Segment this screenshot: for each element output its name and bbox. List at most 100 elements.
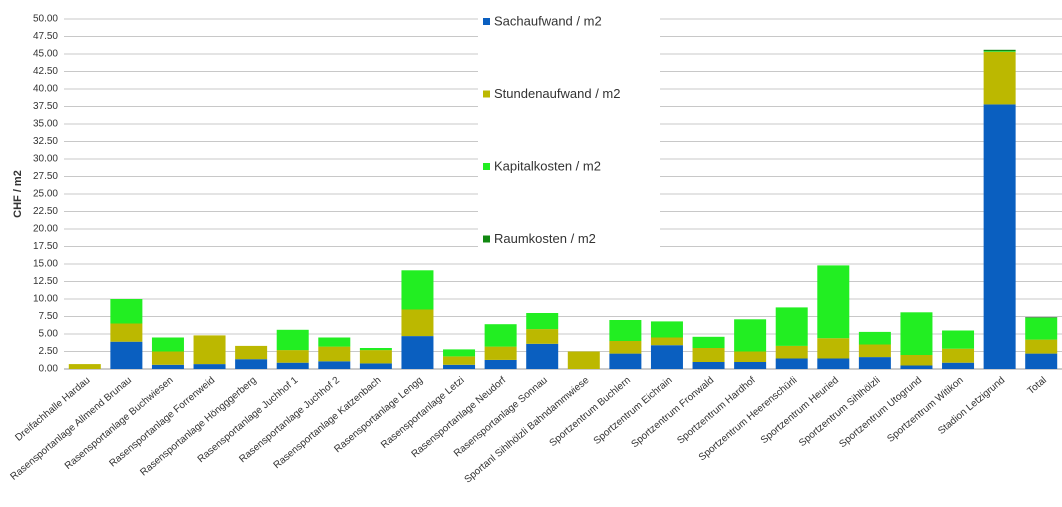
bar-segment [359, 363, 392, 369]
bar-segment [443, 349, 476, 357]
bar-segment [942, 348, 975, 363]
bar-segment [193, 364, 226, 369]
bar-segment [235, 359, 268, 369]
bar-segment [942, 330, 975, 349]
bar-segment [900, 365, 933, 369]
bar-segment [401, 336, 434, 369]
y-tick-label: 10.00 [33, 294, 58, 305]
y-axis-label: CHF / m2 [12, 170, 24, 218]
y-tick-label: 32.50 [33, 136, 58, 147]
y-tick-label: 17.50 [33, 241, 58, 252]
bar-segment [484, 324, 517, 347]
bar-segment [817, 265, 850, 339]
bar-segment [734, 319, 767, 352]
y-tick-label: 15.00 [33, 259, 58, 270]
bar-segment [650, 345, 683, 369]
legend-label: Stundenaufwand / m2 [494, 86, 620, 101]
bar-segment [526, 343, 559, 369]
bar-segment [235, 345, 268, 360]
bar-segment [526, 313, 559, 330]
bar-segment [443, 364, 476, 369]
bar-segment [1025, 353, 1058, 369]
bar-segment [858, 357, 891, 369]
bar-segment [151, 364, 184, 369]
bar-segment [650, 321, 683, 338]
bar-segment [734, 351, 767, 362]
bar-segment [318, 361, 351, 369]
bar-segment [110, 341, 143, 369]
bar-segment [484, 359, 517, 369]
bar-segment [276, 329, 309, 351]
bar-segment [692, 362, 725, 369]
bar-segment [983, 49, 1016, 52]
bar-segment [443, 356, 476, 365]
bar-segment [526, 329, 559, 344]
bar-segment [983, 51, 1016, 105]
y-tick-label: 35.00 [33, 119, 58, 130]
y-tick-label: 45.00 [33, 49, 58, 60]
legend-label: Raumkosten / m2 [494, 231, 596, 246]
bar-segment [484, 346, 517, 360]
legend-label: Sachaufwand / m2 [494, 13, 602, 28]
bar-segment [817, 358, 850, 369]
x-tick-label: Sportzentrum Heuried [759, 375, 841, 446]
bar-segment [110, 299, 143, 324]
bar-segment [567, 351, 600, 369]
bar-segment [359, 350, 392, 364]
y-tick-label: 30.00 [33, 154, 58, 165]
bar-segment [858, 331, 891, 345]
y-tick-label: 7.50 [39, 311, 59, 322]
legend-swatch [483, 235, 490, 243]
bar-segment [401, 270, 434, 310]
bar-segment [900, 312, 933, 355]
bar-segment [734, 362, 767, 369]
bar-segment [68, 364, 101, 369]
bar-segment [151, 351, 184, 365]
bar-segment [983, 51, 1016, 52]
x-tick-label: Sportzentrum Witikon [885, 375, 965, 445]
x-tick-label: Sportzentrum Eichrain [592, 375, 675, 447]
x-tick-label: Dreifachhalle Hardau [13, 375, 92, 444]
y-tick-label: 22.50 [33, 206, 58, 217]
y-tick-label: 2.50 [39, 346, 59, 357]
bar-segment [858, 344, 891, 358]
bar-segment [193, 335, 226, 365]
bar-segment [318, 337, 351, 347]
bar-segment [276, 350, 309, 363]
y-tick-label: 40.00 [33, 84, 58, 95]
x-tick-label: Sportzentrum Fronwald [629, 375, 716, 450]
bar-segment [609, 320, 642, 341]
bar-segment [609, 341, 642, 354]
bar-segment [151, 337, 184, 352]
bar-segment [650, 337, 683, 346]
bar-segment [359, 348, 392, 351]
y-tick-label: 47.50 [33, 31, 58, 42]
x-tick-label: Sportzentrum Hardhof [675, 375, 758, 447]
bar-segment [775, 358, 808, 369]
legend-swatch [483, 163, 490, 170]
bar-segment [775, 307, 808, 346]
x-tick-label: Total [1026, 375, 1049, 397]
bar-segment [775, 345, 808, 359]
bar-segment [692, 336, 725, 348]
y-tick-label: 27.50 [33, 171, 58, 182]
bar-segment [609, 353, 642, 369]
bar-segment [276, 362, 309, 369]
bar-segment [318, 346, 351, 362]
y-tick-label: 50.00 [33, 14, 58, 25]
y-tick-label: 37.50 [33, 101, 58, 112]
y-tick-label: 0.00 [39, 364, 59, 375]
x-tick-label: Sportzentrum Sihlhölzli [797, 375, 882, 449]
x-tick-label: Sportzentrum Utogrund [837, 375, 924, 450]
bar-segment [942, 362, 975, 369]
bar-segment [1025, 339, 1058, 354]
legend-swatch [483, 90, 490, 98]
x-tick-label: Sportzentrum Buchlern [548, 375, 633, 449]
y-tick-label: 12.50 [33, 276, 58, 287]
bar-segment [900, 355, 933, 366]
bar-segment [692, 348, 725, 362]
y-tick-label: 25.00 [33, 189, 58, 200]
legend-swatch [483, 18, 490, 25]
bar-segment [983, 104, 1016, 370]
bar-segment [1025, 317, 1058, 340]
